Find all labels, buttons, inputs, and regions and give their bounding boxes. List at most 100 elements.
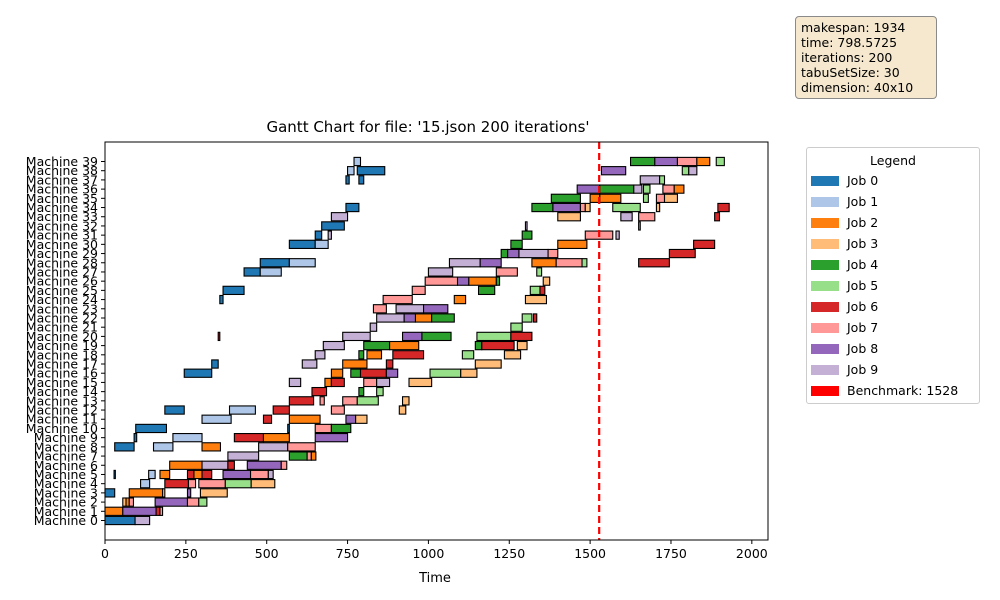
task-bar [133,433,138,443]
task-bar [246,460,282,470]
task-bar [673,184,685,194]
task-bar [272,405,290,415]
task-bar [395,304,425,314]
task-bar [134,515,151,526]
legend: Legend Job 0 Job 1 Job 2 Job 3 Job 4 Job 5 Job… [806,147,980,404]
task-bar [198,479,226,489]
task-bar [382,294,413,305]
task-bar [356,166,386,176]
task-bar [681,166,690,176]
task-bar [288,414,321,424]
y-tick-label: Machine 20 [26,329,98,344]
y-tick-label: Machine 31 [26,228,98,243]
task-bar [524,221,528,231]
task-bar [330,368,344,378]
task-bar [199,488,228,498]
task-bar [186,469,195,480]
task-bar [688,166,698,176]
task-bar [495,276,501,286]
task-bar [345,414,357,424]
task-bar [474,359,502,369]
task-bar [128,497,135,507]
task-bar [363,377,378,388]
task-bar [250,479,276,489]
y-tick-label: Machine 34 [26,200,98,215]
legend-swatch [811,175,839,186]
task-bar [287,423,290,434]
legend-label: Benchmark: 1528 [847,383,959,398]
task-bar [201,414,232,424]
task-bar [345,202,360,213]
x-axis-label: Time [418,571,451,586]
task-bar [584,202,591,213]
y-tick-label: Machine 18 [26,347,98,362]
task-bar [507,248,520,259]
y-tick-label: Machine 32 [26,218,98,233]
task-bar [288,451,308,461]
task-bar [159,469,171,480]
task-bar [322,340,345,351]
task-bar [172,433,203,443]
task-bar [579,202,586,213]
task-bar [311,386,328,397]
legend-item: Job 0 [807,170,979,191]
y-tick-label: Machine 12 [26,403,98,418]
task-bar [448,258,481,268]
task-bar [392,350,425,360]
legend-label: Job 1 [847,194,879,209]
legend-swatch [811,322,839,333]
task-bar [342,331,371,342]
legend-label: Job 0 [847,173,879,188]
task-bar [576,184,601,194]
task-bar [453,294,467,305]
task-bar [460,368,478,378]
task-bar [217,331,221,342]
legend-item: Job 9 [807,359,979,380]
task-bar [423,304,449,314]
legend-label: Job 8 [847,341,879,356]
y-tick-label: Machine 2 [34,495,98,510]
task-bar [228,405,256,415]
task-bar [654,156,678,167]
task-bar [481,340,515,351]
x-tick-label: 1750 [655,546,687,561]
task-bar [518,248,549,259]
task-bar [330,405,345,415]
task-bar [612,202,641,213]
y-tick-label: Machine 28 [26,255,98,270]
task-bar [431,313,455,323]
task-bar [479,258,502,268]
task-bar [369,322,378,332]
task-bar [372,304,387,314]
task-bar [104,515,136,526]
x-tick-label: 1250 [493,546,525,561]
task-bar [164,479,189,489]
legend-item: Job 1 [807,191,979,212]
task-bar [306,451,312,461]
task-bar [321,221,345,231]
legend-label: Job 7 [847,320,879,335]
task-bar [224,479,252,489]
task-bar [376,313,405,323]
task-bar [355,414,368,424]
task-bar [638,221,641,231]
task-bar [193,469,203,480]
y-tick-label: Machine 27 [26,264,98,279]
y-tick-label: Machine 39 [26,154,98,169]
task-bar [421,331,452,342]
stat-time: time: 798.5725 [801,35,898,50]
task-bar [714,212,721,222]
y-tick-label: Machine 1 [34,504,98,519]
legend-label: Job 5 [847,278,879,293]
legend-swatch [811,196,839,207]
task-bar [222,469,252,480]
task-bar [676,156,698,167]
task-bar [557,212,581,222]
y-tick-label: Machine 35 [26,191,98,206]
chart-title: Gantt Chart for file: '15.json 200 itera… [266,118,589,136]
stat-dimension: dimension: 40x10 [801,80,914,95]
task-bar [262,414,273,424]
legend-title: Legend [870,153,916,168]
